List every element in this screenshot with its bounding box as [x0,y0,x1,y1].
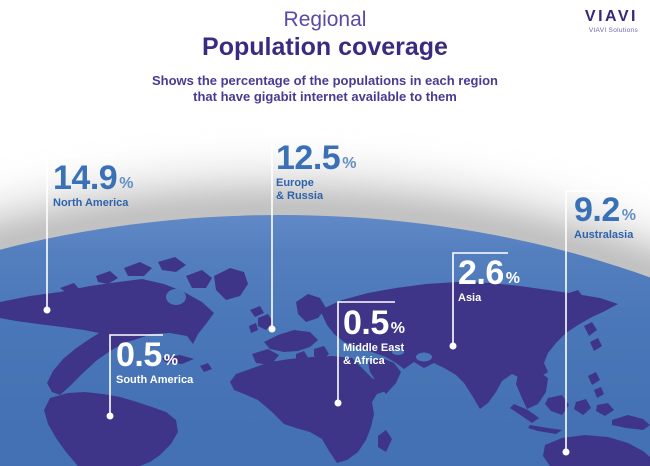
continent-north-america [0,279,214,395]
continent-europe [249,294,329,368]
continent-south-america [44,392,178,466]
arctic-islands [60,257,212,295]
caribbean-islands [162,355,212,372]
leader-lines [46,134,647,452]
iceland [250,306,264,317]
leader-south-america [109,334,163,416]
new-guinea [612,415,650,430]
dot-middle-east-africa [334,399,342,407]
dot-europe-russia [268,325,276,333]
black-sea [392,349,404,355]
indochina [516,370,548,409]
leader-asia [452,252,508,345]
continents [0,257,650,466]
viavi-logo-wordmark: VIAVI [584,8,638,25]
caspian-sea [416,352,432,362]
viavi-logo: VIAVI VIAVI Solutions [584,8,638,35]
leader-middle-east-africa [337,301,395,403]
arabian-peninsula [368,358,401,394]
dot-north-america [43,306,51,314]
dot-south-america [106,412,114,420]
leader-australasia [565,190,647,452]
dot-asia [449,342,457,350]
continent-africa [230,356,394,463]
leader-north-america [46,154,115,310]
viavi-logo-tagline: VIAVI Solutions [588,27,638,34]
leader-dots [43,306,570,456]
continent-australia [543,435,650,466]
dot-australasia [562,448,570,456]
indonesia-islands [510,395,614,434]
greenland [214,268,248,300]
leader-europe-russia [271,134,333,329]
continent-asia [320,282,618,409]
madagascar [378,430,392,452]
hudson-bay [166,289,186,305]
east-asia-islands [566,290,604,398]
